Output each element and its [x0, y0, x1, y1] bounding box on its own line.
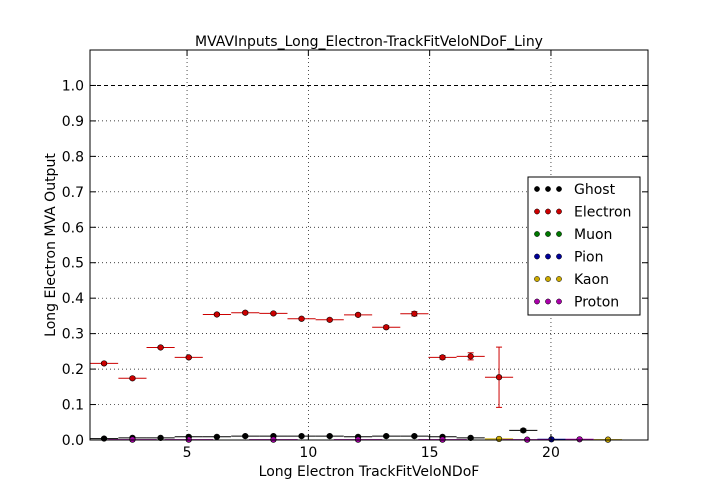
legend-marker	[545, 276, 551, 282]
y-tick-label: 0.5	[62, 256, 84, 272]
data-point	[467, 353, 474, 360]
x-tick-label: 15	[421, 445, 439, 461]
legend-marker	[556, 276, 562, 282]
legend-marker	[556, 186, 562, 192]
data-point	[520, 427, 527, 434]
legend-marker	[556, 298, 562, 305]
legend-entry-kaon: Kaon	[534, 272, 609, 288]
data-point	[298, 315, 305, 322]
legend-entry-muon: Muon	[534, 227, 612, 243]
legend-marker	[534, 276, 540, 282]
legend-entry-electron: Electron	[534, 205, 631, 221]
legend-marker	[545, 253, 551, 260]
data-point	[129, 375, 136, 382]
x-tick-label: 20	[542, 445, 560, 461]
data-point	[467, 434, 474, 441]
legend-label: Proton	[574, 295, 619, 311]
legend-label: Kaon	[574, 272, 609, 288]
data-point	[298, 433, 305, 440]
y-tick-label: 0.7	[62, 185, 84, 201]
legend-marker	[545, 186, 551, 192]
data-point	[242, 433, 249, 440]
x-axis-title: Long Electron TrackFitVeloNDoF	[259, 464, 480, 480]
legend-marker	[556, 231, 562, 237]
legend-marker	[534, 253, 540, 260]
axis-ticks	[90, 50, 648, 441]
legend-marker	[534, 298, 540, 305]
data-point	[100, 360, 108, 367]
legend: Ghost Electron Muon Pion Kaon Proton	[527, 176, 641, 316]
legend-marker	[556, 253, 562, 260]
data-point	[326, 433, 333, 440]
y-tick-label: 0.8	[62, 149, 84, 165]
data-point	[100, 435, 108, 442]
legend-label: Ghost	[574, 182, 616, 198]
legend-marker	[534, 208, 540, 215]
chart-title: MVAVInputs_Long_Electron-TrackFitVeloNDo…	[195, 34, 543, 50]
legend-box	[527, 176, 641, 316]
data-point	[157, 344, 164, 351]
data-point	[185, 354, 192, 361]
y-tick-label: 0.3	[62, 327, 84, 343]
data-point	[383, 433, 390, 440]
data-point	[383, 324, 390, 331]
y-tick-label: 0.4	[62, 291, 84, 307]
y-tick-label: 0.2	[62, 362, 84, 378]
legend-marker	[545, 208, 551, 215]
y-tick-label: 0.0	[62, 433, 84, 449]
data-point	[354, 311, 362, 318]
data-point	[411, 310, 418, 317]
data-point	[270, 310, 277, 317]
x-tick-label: 5	[183, 445, 192, 461]
data-point	[411, 433, 418, 440]
y-tick-label: 1.0	[62, 78, 84, 94]
data-point	[495, 435, 503, 443]
data-point	[326, 316, 333, 323]
legend-label: Pion	[574, 250, 603, 266]
legend-marker	[545, 231, 551, 237]
legend-label: Muon	[574, 227, 612, 243]
data-point	[439, 354, 446, 361]
y-tick-label: 0.1	[62, 398, 84, 414]
y-tick-label: 0.9	[62, 114, 84, 130]
data-point	[495, 374, 503, 381]
legend-entry-ghost: Ghost	[534, 182, 616, 198]
x-tick-labels: 5 10 15 20	[183, 445, 560, 461]
legend-marker	[534, 231, 540, 237]
legend-marker	[545, 298, 551, 305]
data-point	[242, 309, 249, 316]
series-electron	[90, 309, 514, 408]
x-tick-label: 10	[299, 445, 317, 461]
data-point	[213, 311, 220, 318]
legend-entry-pion: Pion	[534, 250, 603, 266]
data-point	[213, 433, 220, 440]
plot-frame	[89, 49, 649, 441]
legend-marker	[556, 208, 562, 215]
legend-label: Electron	[574, 205, 631, 221]
y-tick-labels: 0.0 0.1 0.2 0.3 0.4 0.5 0.6 0.7 0.8 0.9 1.0	[62, 78, 84, 449]
data-point	[576, 436, 583, 443]
legend-entry-proton: Proton	[534, 295, 619, 311]
y-tick-label: 0.6	[62, 220, 84, 236]
legend-marker	[534, 186, 540, 192]
y-axis-title: Long Electron MVA Output	[43, 153, 59, 337]
data-point	[157, 434, 164, 441]
